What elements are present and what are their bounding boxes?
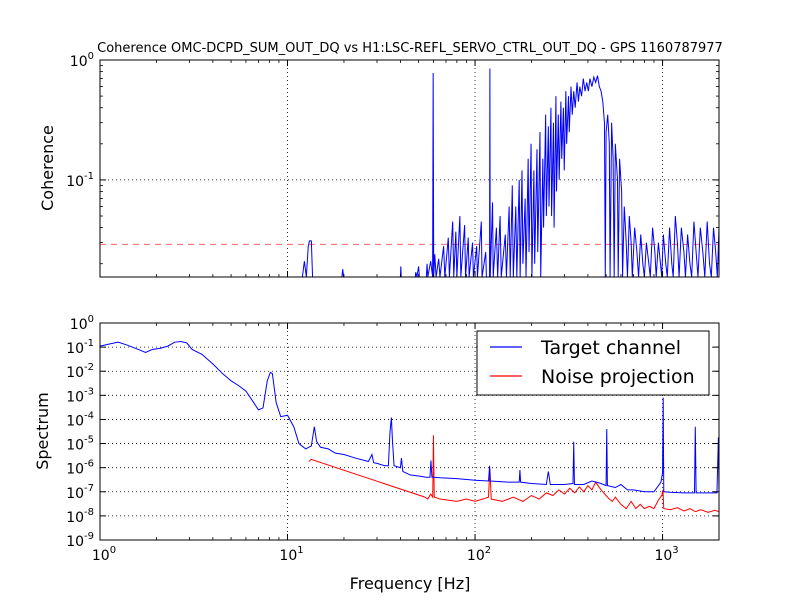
coherence-series-line bbox=[301, 68, 719, 277]
legend: Target channel Noise projection bbox=[476, 330, 710, 396]
spectrum-y-tick-label: 100 bbox=[70, 314, 94, 333]
spectrum-y-tick-label: 10-6 bbox=[66, 459, 94, 478]
target-channel-line bbox=[100, 341, 719, 494]
spectrum-y-tick-label: 10-3 bbox=[66, 386, 94, 405]
x-tick-label: 102 bbox=[467, 545, 491, 564]
x-tick-label: 101 bbox=[279, 545, 303, 564]
spectrum-y-tick-label: 10-9 bbox=[66, 531, 94, 550]
coherence-ylabel: Coherence bbox=[38, 125, 57, 211]
spectrum-y-tick-label: 10-2 bbox=[66, 362, 94, 381]
coherence-plot-area bbox=[100, 60, 719, 277]
spectrum-y-tick-label: 10-5 bbox=[66, 435, 94, 454]
spectrum-y-tick-label: 10-4 bbox=[66, 410, 94, 429]
coherence-y-tick-label: 100 bbox=[70, 51, 94, 70]
coherence-y-tick-label: 10-1 bbox=[66, 171, 94, 190]
spectrum-clip bbox=[100, 341, 719, 513]
spectrum-y-tick-label: 10-1 bbox=[66, 338, 94, 357]
legend-label-target-channel: Target channel bbox=[540, 337, 681, 359]
spectrum-ylabel: Spectrum bbox=[33, 392, 52, 470]
spectrum-y-tick-label: 10-7 bbox=[66, 483, 94, 502]
legend-box bbox=[476, 330, 710, 396]
coherence-clip bbox=[100, 68, 719, 277]
spectrum-panel: 10-9 10-8 10-7 10-6 10-5 10-4 10-3 10-2 10-1 100 1… bbox=[33, 314, 720, 593]
coherence-panel: Coherence OMC-DCPD_SUM_OUT_DQ vs H1:LSC-… bbox=[38, 41, 723, 278]
x-tick-label: 103 bbox=[654, 545, 678, 564]
coherence-title: Coherence OMC-DCPD_SUM_OUT_DQ vs H1:LSC-… bbox=[97, 41, 723, 56]
spectrum-y-tick-label: 10-8 bbox=[66, 507, 94, 526]
legend-label-noise-projection: Noise projection bbox=[541, 366, 695, 388]
coherence-grid bbox=[100, 60, 719, 277]
x-tick-label: 100 bbox=[92, 545, 116, 564]
noise-projection-line bbox=[308, 435, 719, 513]
coherence-frame bbox=[99, 59, 720, 278]
spectrum-xlabel: Frequency [Hz] bbox=[350, 574, 471, 593]
spectrum-frame bbox=[99, 322, 720, 541]
